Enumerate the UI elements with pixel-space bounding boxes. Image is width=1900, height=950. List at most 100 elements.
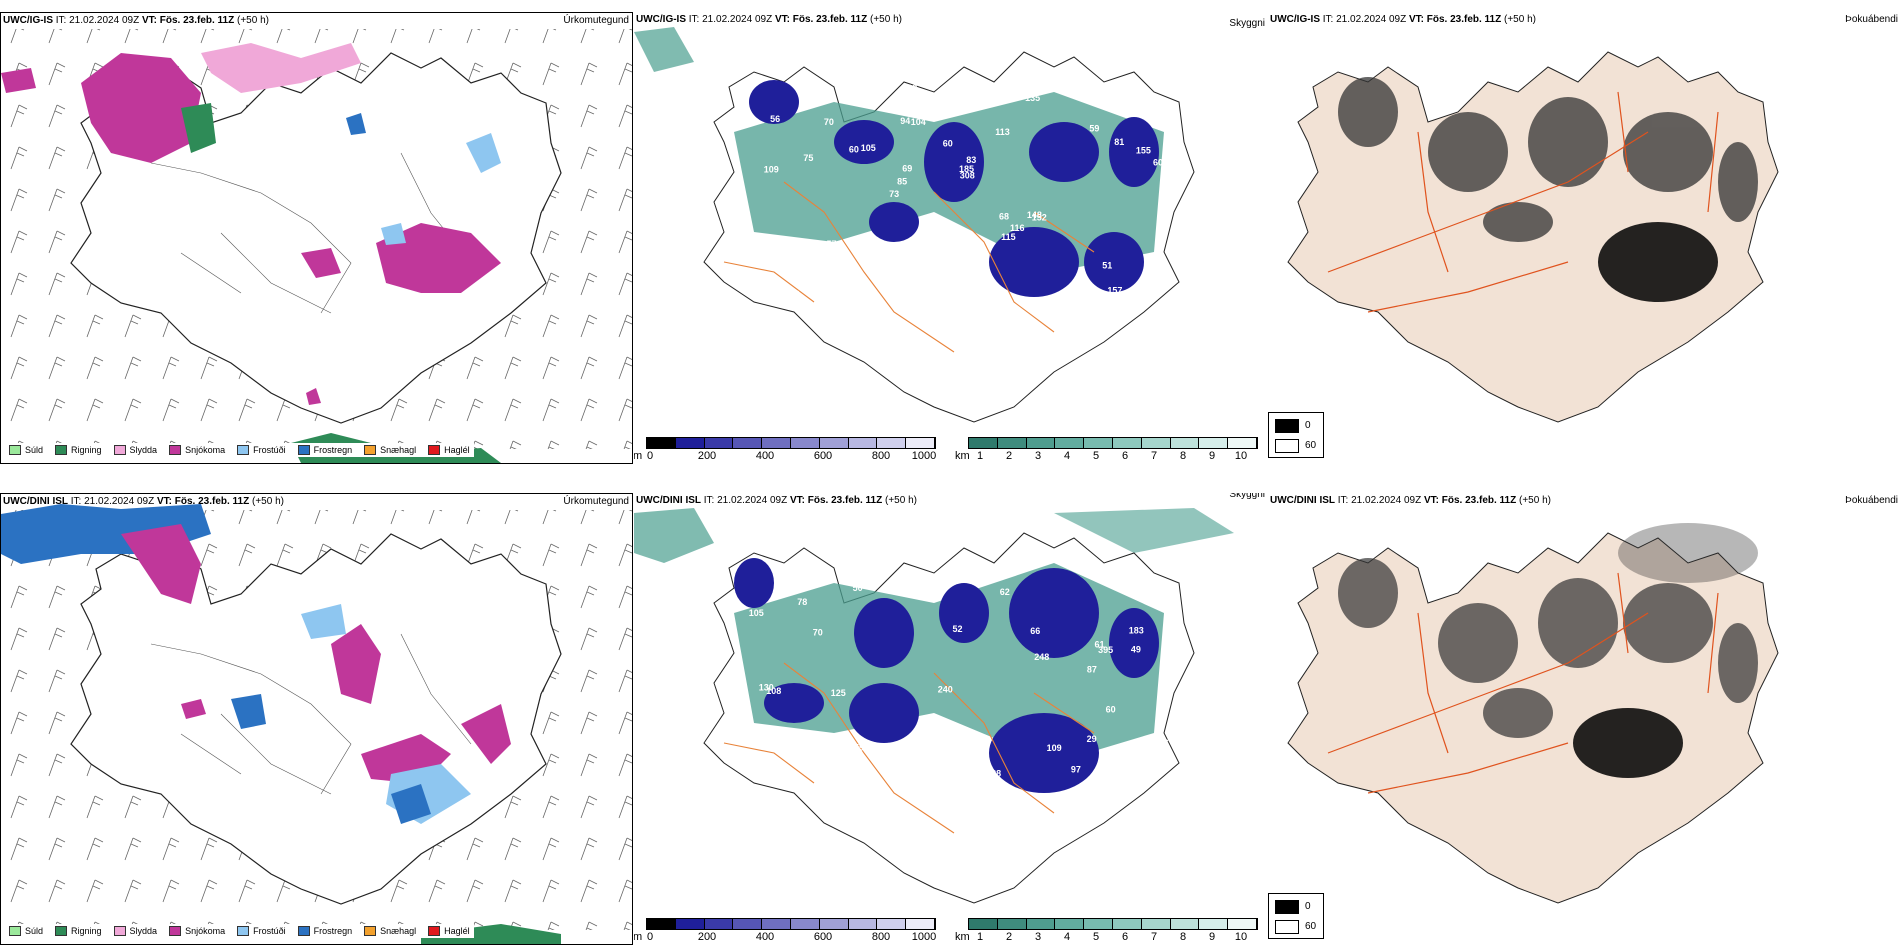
- cloud-base-labels: 29 183 72 52 65 62 61 59 75 70 49 105 87 183 72 78 260 50…: [749, 568, 1169, 788]
- cloud-base-label: 51: [1102, 260, 1112, 270]
- cloud-base-label: 183: [1129, 625, 1144, 635]
- rain-area: [181, 103, 216, 153]
- fog-index-panel-bottom: UWC/DINI ISL IT: 21.02.2024 09Z VT: Fös.…: [1268, 493, 1900, 945]
- precip-legend: Súld Rigning Slydda Snjókoma Frostúði Fr…: [5, 924, 474, 938]
- distance-tick: 7: [1150, 931, 1158, 943]
- cloud-base-label: 240: [938, 685, 953, 695]
- cloud-base-label: 60: [943, 139, 953, 149]
- legend-item: Snæhagl: [364, 926, 416, 936]
- cloud-base-label: 59: [1089, 123, 1099, 133]
- fog-map: [1287, 51, 1779, 423]
- cloud-base-label: 130: [759, 682, 774, 692]
- cloud-base-label: 164: [858, 778, 873, 788]
- cloud-base-label: 75: [803, 153, 813, 163]
- panel-header: UWC/DINI ISL IT: 21.02.2024 09Z VT: Fös.…: [1270, 495, 1551, 506]
- distance-tick: 5: [1092, 931, 1100, 943]
- cloud-base-label: 105: [749, 608, 764, 618]
- cloud-base-label: 102: [1074, 285, 1089, 295]
- ceiling-tick: 1000: [911, 931, 937, 943]
- cloud-base-label: 66: [1030, 626, 1040, 636]
- precip-legend: Súld Rigning Slydda Snjókoma Frostúði Fr…: [5, 443, 474, 457]
- ceiling-tick: 200: [697, 450, 717, 462]
- panel-title: Þokuábendi: [1845, 495, 1898, 506]
- distance-tick: 1: [976, 450, 984, 462]
- cloud-base-label: 108: [766, 686, 781, 696]
- precip-type-panel-top: UWC/IG-IS IT: 21.02.2024 09Z VT: Fös. 23…: [0, 12, 633, 464]
- cloud-base-label: 97: [1071, 764, 1081, 774]
- distance-tick: 2: [1005, 931, 1013, 943]
- cloud-base-label: 266: [813, 266, 828, 276]
- cloud-base-label: 60: [849, 145, 859, 155]
- cloud-base-label: 104: [911, 117, 926, 127]
- ceiling-unit: m: [634, 450, 643, 462]
- cloud-base-label: 152: [1032, 213, 1047, 223]
- ceiling-tick: 400: [755, 450, 775, 462]
- cloud-base-label: 395: [1098, 645, 1113, 655]
- dense-fog-area: [1573, 708, 1683, 778]
- snow-areas: [181, 624, 511, 784]
- ceiling-tick: 1000: [911, 450, 937, 462]
- distance-tick: 8: [1179, 450, 1187, 462]
- low-ceiling-blobs: [749, 80, 1159, 297]
- dense-fog-area: [1598, 222, 1718, 302]
- cloud-base-label: 248: [1034, 652, 1049, 662]
- cloud-base-label: 308: [960, 170, 975, 180]
- fog-index-panel-top: UWC/IG-IS IT: 21.02.2024 09Z VT: Fös. 23…: [1268, 12, 1900, 464]
- cloud-base-label: 78: [797, 597, 807, 607]
- visibility-map: 157 109 183 73 113 322 94 60 65 105 107 266 104 83 152…: [634, 27, 1195, 423]
- roads: [150, 633, 472, 795]
- freezing-drizzle-areas: [346, 113, 501, 245]
- legend-item: Súld: [9, 445, 43, 455]
- distance-unit: km: [955, 931, 970, 943]
- distance-tick: 7: [1150, 450, 1158, 462]
- freezing-rain-areas: [231, 694, 431, 824]
- sleet-areas: [1, 43, 361, 93]
- ceiling-tick: 0: [646, 931, 654, 943]
- cloud-base-label: 57: [827, 239, 837, 249]
- cloud-base-label: 60: [1153, 157, 1163, 167]
- precip-type-panel-bottom: UWC/DINI ISL IT: 21.02.2024 09Z VT: Fös.…: [0, 493, 633, 945]
- legend-item: Frostúði: [237, 926, 286, 936]
- cloud-base-label: 68: [979, 568, 989, 578]
- ceiling-tick: 800: [871, 931, 891, 943]
- cloud-base-label: 83: [966, 155, 976, 165]
- distance-colorbar: km 1 2 3 4 5 6 7 8 9 10: [955, 437, 1261, 464]
- cloud-base-label: 50: [897, 255, 907, 265]
- cloud-base-label: 107: [746, 276, 761, 286]
- panel-header: UWC/IG-IS IT: 21.02.2024 09Z VT: Fös. 23…: [3, 15, 269, 26]
- ceiling-tick: 200: [697, 931, 717, 943]
- ceiling-unit: m: [634, 931, 643, 943]
- cloud-base-label: 49: [1131, 645, 1141, 655]
- cloud-base-label: 73: [889, 189, 899, 199]
- cloud-base-label: 212: [902, 83, 917, 93]
- distance-tick: 3: [1034, 450, 1042, 462]
- distance-tick: 5: [1092, 450, 1100, 462]
- legend-item: Haglél: [428, 445, 470, 455]
- panel-title: Þokuábendi: [1845, 14, 1898, 25]
- visibility-map: 29 183 72 52 65 62 61 59 75 70 49 105 87 183 72 78 260 50…: [634, 508, 1234, 904]
- legend-item: Rigning: [55, 926, 102, 936]
- visibility-panel-top: UWC/IG-IS IT: 21.02.2024 09Z VT: Fös. 23…: [634, 12, 1267, 464]
- cloud-base-label: 109: [1047, 743, 1062, 753]
- legend-item: Frostúði: [237, 445, 286, 455]
- legend-item: Rigning: [55, 445, 102, 455]
- ceiling-tick: 600: [813, 931, 833, 943]
- cloud-base-label: 29: [1087, 734, 1097, 744]
- cloud-base-label: 183: [891, 775, 906, 785]
- legend-item: Haglél: [428, 926, 470, 936]
- snow-area: [121, 524, 201, 604]
- ceiling-colorbar: m 0 200 400 600 800 1000: [634, 437, 939, 464]
- cloud-base-label: 61: [1095, 639, 1105, 649]
- cloud-base-label: 72: [756, 737, 766, 747]
- roads: [723, 662, 1095, 834]
- panel-header: UWC/DINI ISL IT: 21.02.2024 09Z VT: Fös.…: [3, 496, 284, 507]
- cloud-base-label: 59: [854, 743, 864, 753]
- cloud-base-label: 72: [1124, 744, 1134, 754]
- distance-tick: 10: [1234, 450, 1248, 462]
- distance-unit: km: [955, 450, 970, 462]
- cloud-base-label: 65: [760, 762, 770, 772]
- cloud-base-label: 94: [900, 116, 910, 126]
- distance-tick: 4: [1063, 931, 1071, 943]
- cloud-base-label: 68: [999, 211, 1009, 221]
- panel-header: UWC/DINI ISL IT: 21.02.2024 09Z VT: Fös.…: [636, 495, 917, 506]
